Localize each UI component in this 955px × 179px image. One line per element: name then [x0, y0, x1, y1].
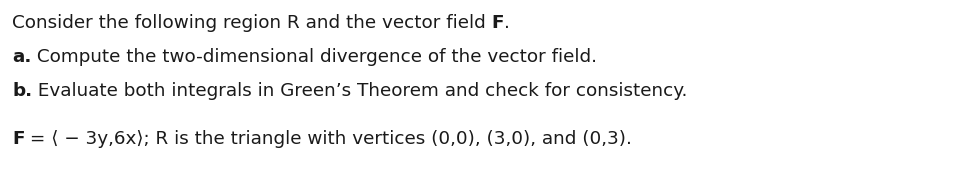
Text: b.: b. — [12, 82, 32, 100]
Text: .: . — [504, 14, 510, 32]
Text: Compute the two-dimensional divergence of the vector field.: Compute the two-dimensional divergence o… — [32, 48, 598, 66]
Text: Evaluate both integrals in Green’s Theorem and check for consistency.: Evaluate both integrals in Green’s Theor… — [32, 82, 688, 100]
Text: = ⟨ − 3y,6x⟩; R is the triangle with vertices (0,0), (3,0), and (0,3).: = ⟨ − 3y,6x⟩; R is the triangle with ver… — [25, 130, 632, 148]
Text: F: F — [492, 14, 504, 32]
Text: F: F — [12, 130, 25, 148]
Text: a.: a. — [12, 48, 32, 66]
Text: Consider the following region R and the vector field: Consider the following region R and the … — [12, 14, 492, 32]
